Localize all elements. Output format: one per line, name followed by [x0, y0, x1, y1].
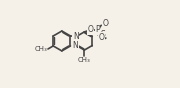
Text: P: P: [95, 25, 100, 34]
Text: CH₃: CH₃: [35, 46, 47, 52]
Text: O: O: [99, 33, 105, 42]
Text: S: S: [100, 30, 105, 39]
Text: O: O: [88, 25, 94, 34]
Text: CH₃: CH₃: [78, 57, 91, 63]
Text: N: N: [73, 41, 78, 50]
Text: N: N: [73, 32, 78, 41]
Text: O: O: [102, 19, 108, 28]
